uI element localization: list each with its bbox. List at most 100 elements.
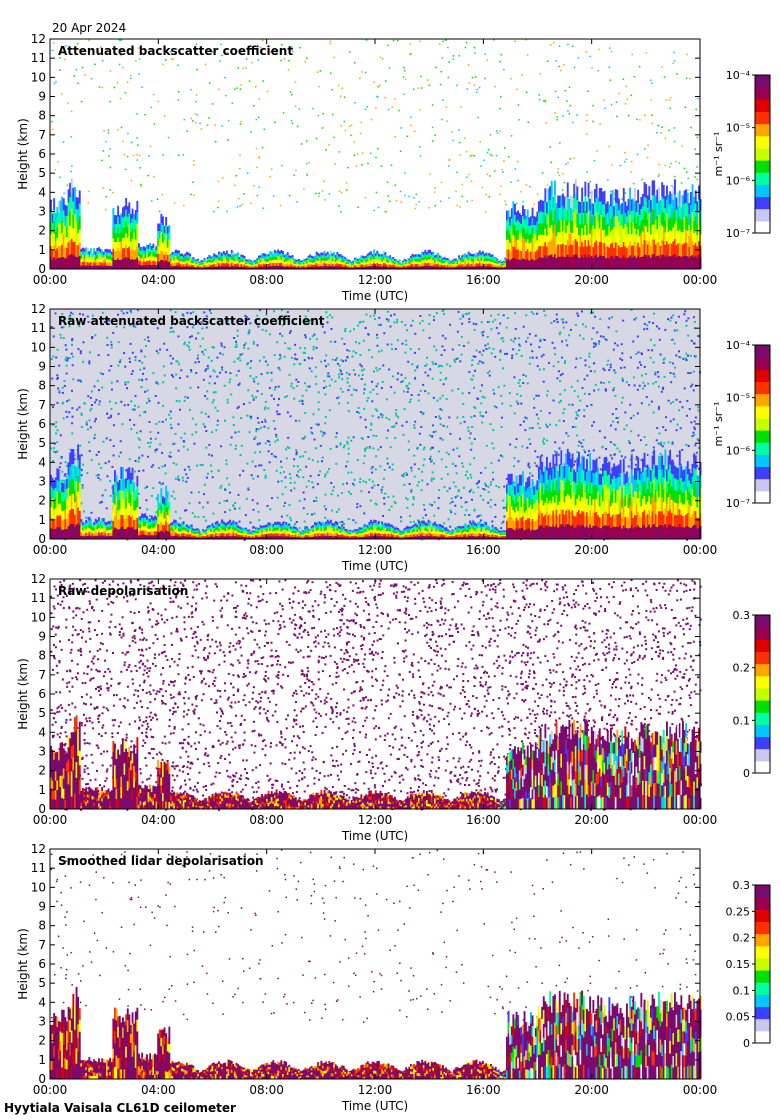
y-tick-label: 5 <box>38 436 46 450</box>
colorbar: 10⁻⁴ 10⁻⁵ 10⁻⁶ 10⁻⁷ m⁻¹ sr⁻¹ <box>712 339 771 510</box>
y-tick-label: 3 <box>38 475 46 489</box>
x-tick-label: 20:00 <box>574 813 609 827</box>
colorbar-segment <box>755 700 770 713</box>
x-tick-label: 00:00 <box>683 543 718 557</box>
colorbar-segment <box>755 123 770 137</box>
colorbar-segment <box>755 208 770 222</box>
colorbar-segment <box>755 442 770 455</box>
colorbar-segment <box>755 933 770 947</box>
x-axis-label: Time (UTC) <box>341 289 408 303</box>
x-tick-label: 00:00 <box>33 1083 68 1097</box>
signal-layer <box>50 178 702 270</box>
y-tick-label: 0 <box>38 532 46 546</box>
y-tick-label: 8 <box>38 919 46 933</box>
colorbar-unit: m⁻¹ sr⁻¹ <box>712 132 725 177</box>
x-tick-label: 00:00 <box>33 543 68 557</box>
x-tick-label: 08:00 <box>249 813 284 827</box>
colorbar-frame <box>754 614 771 774</box>
noise-layer <box>51 39 699 213</box>
y-tick-label: 12 <box>31 572 46 586</box>
colorbar-segment <box>755 639 770 652</box>
y-tick-label: 11 <box>31 591 46 605</box>
x-tick-label: 00:00 <box>33 273 68 287</box>
y-axis-label: Height (km) <box>16 658 30 729</box>
colorbar-segment <box>755 454 770 468</box>
y-tick-label: 1 <box>38 243 46 257</box>
y-tick-label: 6 <box>38 417 46 431</box>
y-tick-label: 7 <box>38 938 46 952</box>
x-axis-label: Time (UTC) <box>341 1099 408 1113</box>
colorbar-segment <box>755 712 770 725</box>
y-tick-label: 4 <box>38 725 46 739</box>
y-tick-label: 7 <box>38 398 46 412</box>
x-tick-label: 12:00 <box>358 813 393 827</box>
y-tick-label: 1 <box>38 1053 46 1067</box>
colorbar-segment <box>755 736 770 750</box>
colorbar-segment <box>755 99 770 112</box>
colorbar-segment <box>755 135 770 149</box>
colorbar-segment <box>755 982 770 995</box>
x-tick-label: 16:00 <box>466 543 501 557</box>
y-tick-label: 0 <box>38 802 46 816</box>
x-tick-label: 12:00 <box>358 543 393 557</box>
colorbar: 10⁻⁴ 10⁻⁵ 10⁻⁶ 10⁻⁷ m⁻¹ sr⁻¹ <box>712 69 771 240</box>
y-tick-label: 7 <box>38 128 46 142</box>
y-tick-label: 6 <box>38 687 46 701</box>
x-axis: 00:00 04:00 08:00 12:00 16:00 20:00 00:00 <box>33 849 717 1097</box>
colorbar-segment <box>755 957 770 971</box>
y-tick-label: 9 <box>38 360 46 374</box>
colorbar-segment <box>755 1006 770 1020</box>
y-tick-label: 4 <box>38 455 46 469</box>
y-tick-label: 12 <box>31 32 46 46</box>
y-tick-label: 9 <box>38 630 46 644</box>
colorbar-segment <box>755 1018 770 1032</box>
colorbar-segment <box>755 369 770 382</box>
colorbar-segment <box>755 417 770 431</box>
y-tick-label: 11 <box>31 321 46 335</box>
colorbar-tick-label: 0.05 <box>726 1011 751 1024</box>
signal-layer <box>50 444 702 540</box>
colorbar-segment <box>755 897 770 910</box>
colorbar-segment <box>755 994 770 1008</box>
colorbar-tick-label: 0.1 <box>733 984 751 997</box>
x-tick-label: 20:00 <box>574 543 609 557</box>
colorbar-segment <box>755 663 770 677</box>
x-tick-label: 16:00 <box>466 273 501 287</box>
colorbar-segment <box>755 945 770 959</box>
y-tick-label: 2 <box>38 764 46 778</box>
colorbar-tick-label: 0.1 <box>733 714 751 727</box>
colorbar-segment <box>755 75 770 88</box>
y-tick-label: 0 <box>38 1072 46 1086</box>
panel-title: Raw depolarisation <box>58 584 188 598</box>
colorbar-segment <box>755 627 770 640</box>
y-tick-label: 12 <box>31 842 46 856</box>
colorbar-frame <box>754 74 771 234</box>
colorbar-segment <box>755 87 770 100</box>
y-tick-label: 2 <box>38 224 46 238</box>
colorbar-segment <box>755 970 770 983</box>
x-tick-label: 20:00 <box>574 273 609 287</box>
colorbar-segment <box>755 184 770 198</box>
y-tick-label: 10 <box>31 70 46 84</box>
colorbar-segment <box>755 921 770 935</box>
colorbar-segment <box>755 393 770 407</box>
colorbar-tick-label: 10⁻⁶ <box>726 444 751 457</box>
x-tick-label: 08:00 <box>249 543 284 557</box>
colorbar-segment <box>755 381 770 395</box>
colorbar-segment <box>755 220 770 234</box>
x-tick-label: 12:00 <box>358 1083 393 1097</box>
colorbar-segment <box>755 909 770 922</box>
y-tick-label: 3 <box>38 205 46 219</box>
y-tick-label: 6 <box>38 957 46 971</box>
x-tick-label: 20:00 <box>574 1083 609 1097</box>
y-tick-label: 8 <box>38 109 46 123</box>
colorbar-segment <box>755 675 770 689</box>
colorbar-tick-label: 10⁻⁴ <box>726 339 751 352</box>
colorbar-unit: m⁻¹ sr⁻¹ <box>712 402 725 447</box>
colorbar-tick-label: 0 <box>743 1037 750 1050</box>
colorbar-segment <box>755 490 770 504</box>
